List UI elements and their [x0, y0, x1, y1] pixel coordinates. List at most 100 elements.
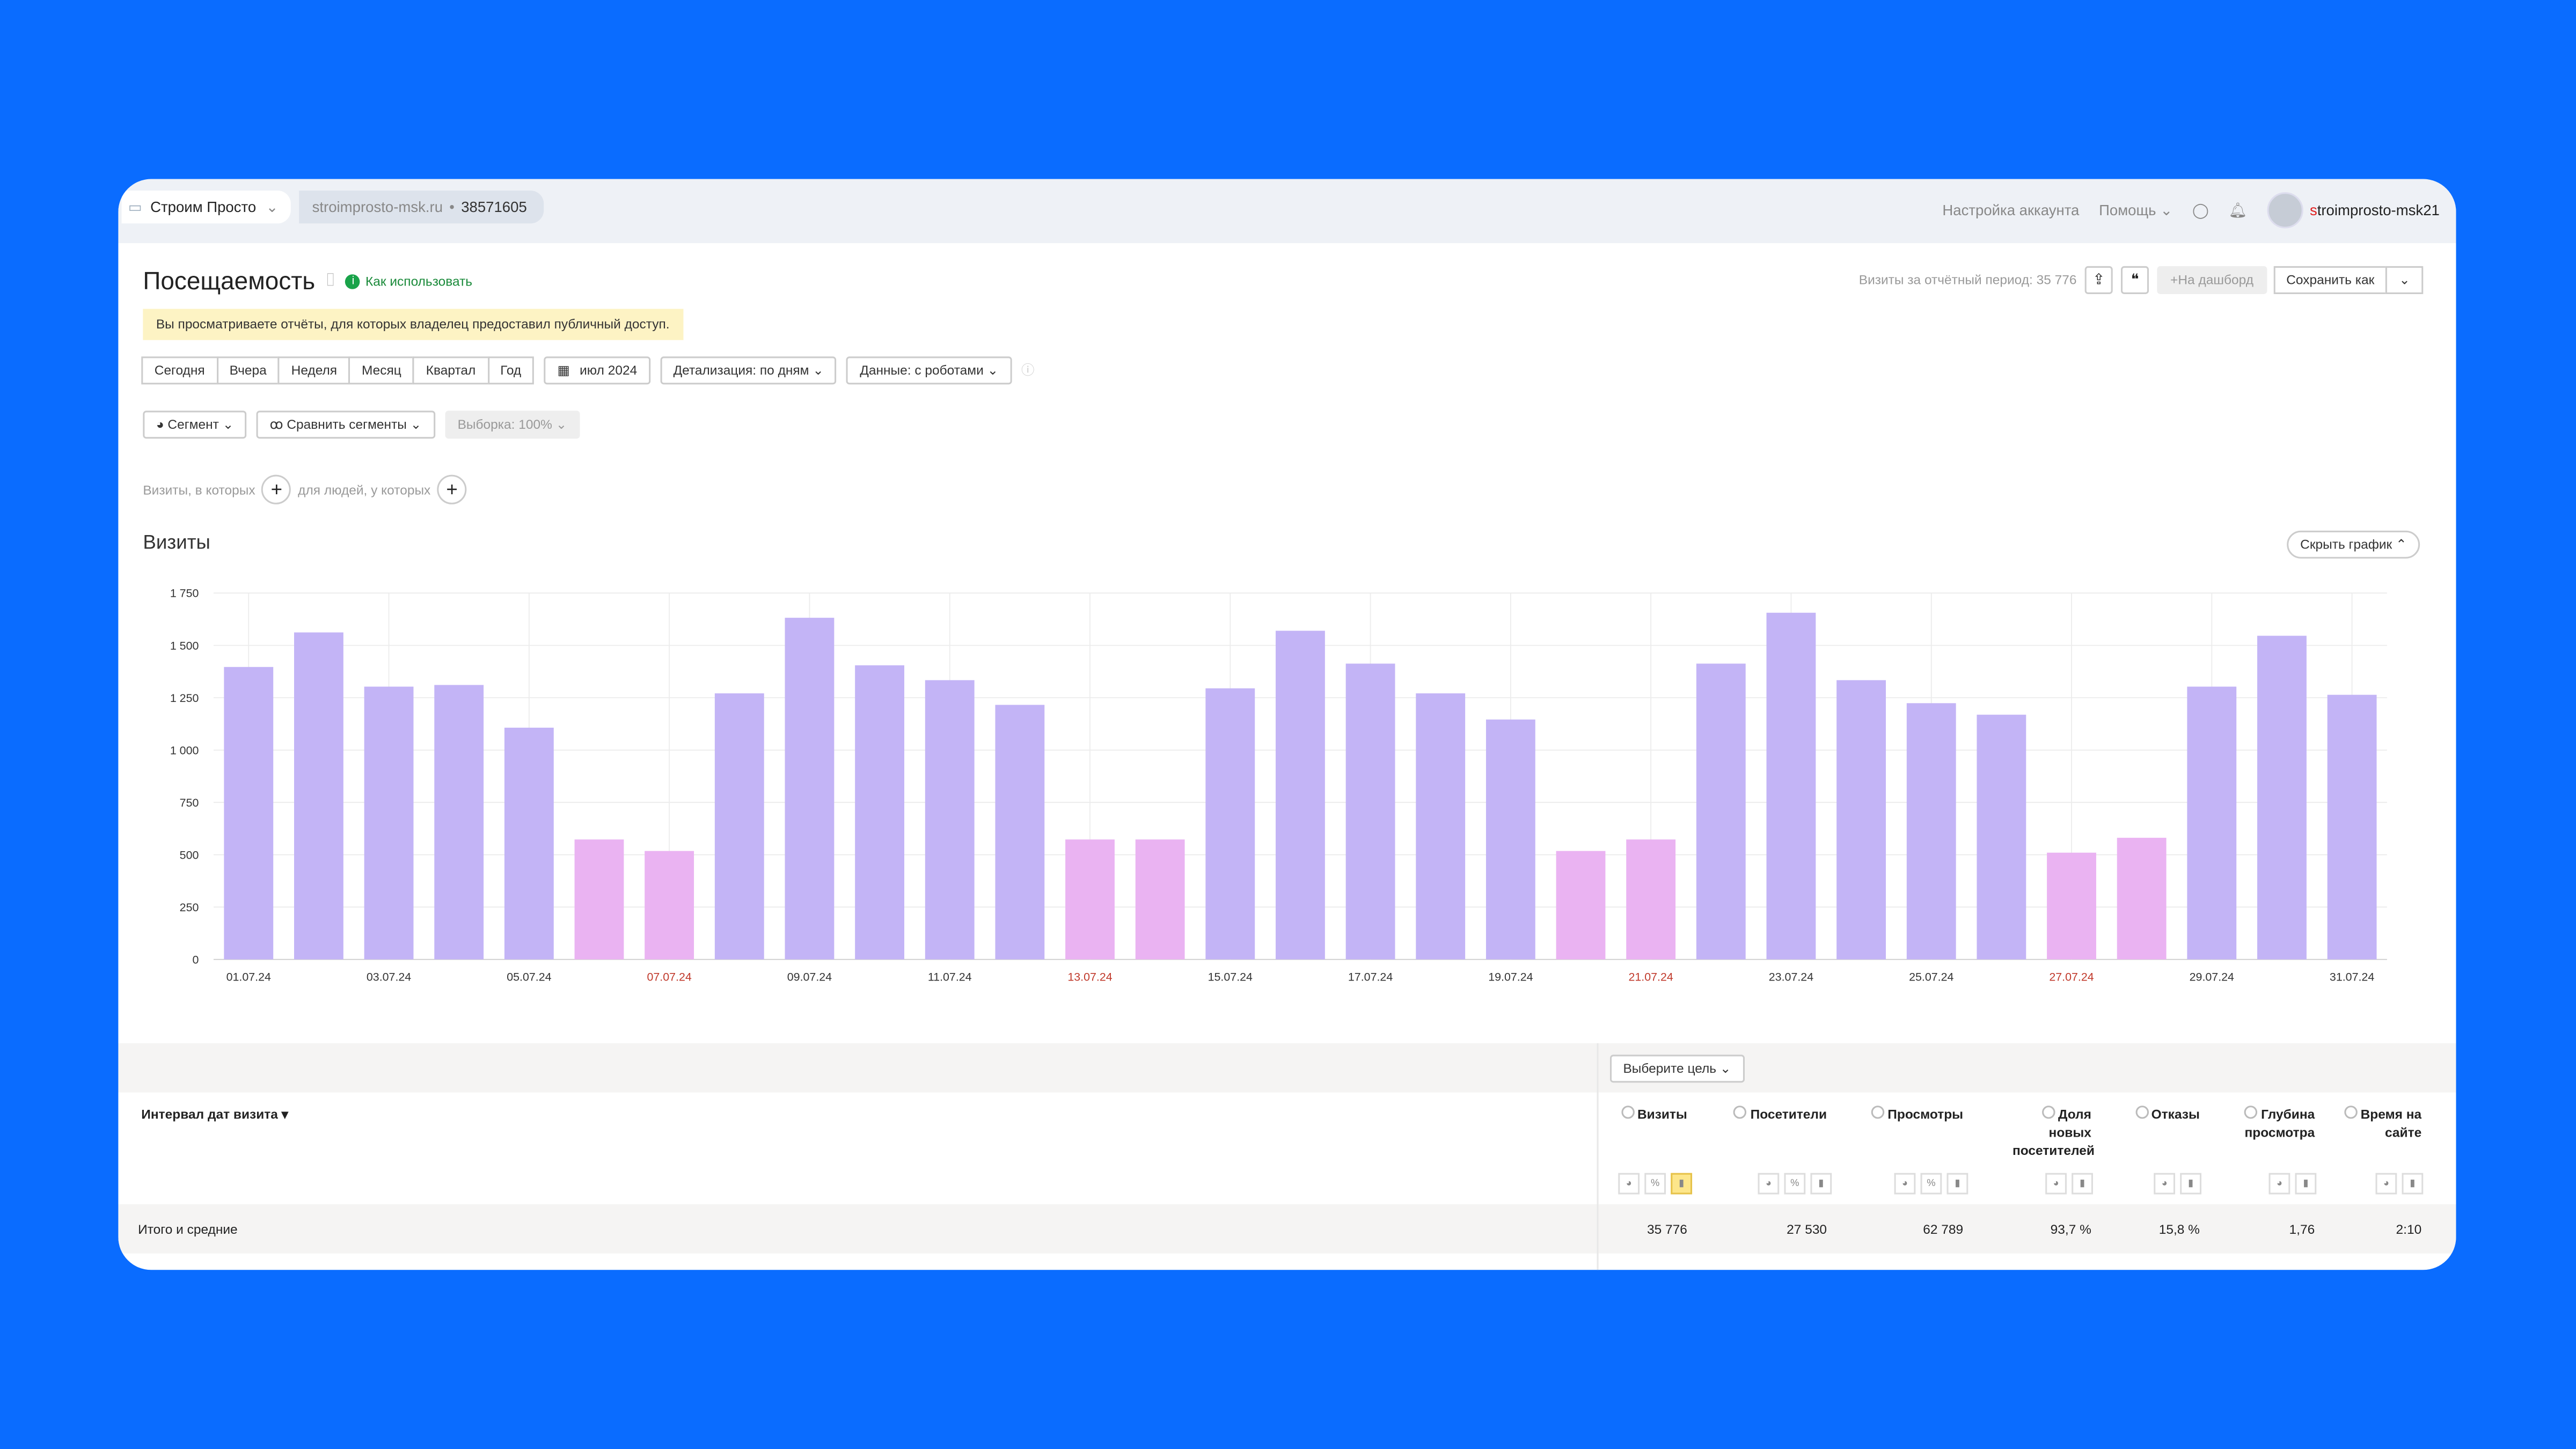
percent-icon[interactable]: %	[1784, 1173, 1806, 1195]
bar-chart-icon[interactable]: ▮	[1946, 1173, 1968, 1195]
segment-button[interactable]: ◕ Сегмент ⌄	[143, 411, 247, 439]
column-header[interactable]: Визиты	[1621, 1106, 1687, 1124]
bar-chart-icon[interactable]: ▮	[2180, 1173, 2202, 1195]
counter-id: 38571605	[461, 199, 527, 216]
x-tick-label: 09.07.24	[787, 971, 832, 984]
help-menu[interactable]: Помощь ⌄	[2099, 201, 2173, 218]
bar-09.07.24	[785, 618, 835, 960]
total-value: 62 789	[1923, 1222, 1964, 1238]
x-tick-label: 11.07.24	[928, 971, 972, 984]
totals-label: Итого и средние	[138, 1222, 238, 1238]
period-year[interactable]: Год	[487, 356, 535, 385]
bar-26.07.24	[1977, 714, 2026, 960]
user-menu[interactable]: stroimprosto-msk21	[2267, 192, 2440, 229]
x-tick-label: 27.07.24	[2049, 971, 2094, 984]
column-header-label: Отказы	[2151, 1107, 2200, 1122]
save-as-button[interactable]: Сохранить как	[2273, 266, 2388, 294]
export-button[interactable]: ⇪	[2084, 266, 2113, 294]
info-icon: i	[346, 274, 361, 289]
pie-chart-icon[interactable]: ◕	[1894, 1173, 1916, 1195]
column-header[interactable]: Просмотры	[1871, 1106, 1963, 1124]
goal-dropdown[interactable]: Выберите цель ⌄	[1609, 1055, 1744, 1083]
counter-selector[interactable]: stroimprosto-msk.ru • 38571605	[299, 191, 544, 224]
bar-chart-icon[interactable]: ▮	[2295, 1173, 2317, 1195]
column-header-label: Визиты	[1637, 1107, 1687, 1122]
bar-28.07.24	[2117, 838, 2167, 960]
chat-icon[interactable]: ◯	[2192, 201, 2209, 218]
top-bar: ▭ Строим Просто ⌄ stroimprosto-msk.ru • 3857…	[118, 179, 2456, 244]
pie-chart-icon[interactable]: ◕	[2045, 1173, 2067, 1195]
period-selector: Сегодня Вчера Неделя Месяц Квартал Год	[141, 356, 535, 385]
bar-05.07.24	[504, 727, 554, 960]
bar-chart-icon[interactable]: ▮	[2402, 1173, 2424, 1195]
period-yesterday[interactable]: Вчера	[216, 356, 280, 385]
compare-segments-button[interactable]: ꝏ Сравнить сегменты ⌄	[257, 411, 435, 439]
x-tick-label: 25.07.24	[1909, 971, 1953, 984]
bar-chart-icon[interactable]: ▮	[1671, 1173, 1693, 1195]
total-value: 27 530	[1787, 1222, 1827, 1238]
to-dashboard-button[interactable]: + На дашборд	[2157, 266, 2267, 294]
total-value: 93,7 %	[2050, 1222, 2091, 1238]
pie-chart-icon[interactable]: ◕	[2375, 1173, 2397, 1195]
info-icon	[1734, 1106, 1747, 1119]
dimension-header[interactable]: Интервал дат визита ▾	[141, 1107, 289, 1122]
column-header[interactable]: Глубина просмотра	[2236, 1106, 2315, 1141]
compare-button[interactable]: ❝	[2121, 266, 2149, 294]
column-view-toggles: ◕ ▮	[2154, 1173, 2202, 1195]
save-as-menu-button[interactable]: ⌄	[2385, 266, 2424, 294]
account-settings-link[interactable]: Настройка аккаунта	[1942, 202, 2080, 219]
hide-chart-button[interactable]: Скрыть график ⌃	[2287, 530, 2420, 559]
bar-chart-icon[interactable]: ▮	[1810, 1173, 1832, 1195]
bar-02.07.24	[294, 632, 343, 960]
bar-10.07.24	[855, 665, 904, 960]
x-tick-label: 13.07.24	[1067, 971, 1112, 984]
percent-icon[interactable]: %	[1644, 1173, 1666, 1195]
help-label: Помощь	[2099, 201, 2156, 218]
bar-13.07.24	[1065, 839, 1115, 960]
chart-title: Визиты	[143, 530, 210, 554]
account-selector[interactable]: ▭ Строим Просто ⌄	[121, 191, 292, 224]
pie-chart-icon[interactable]: ◕	[1758, 1173, 1780, 1195]
column-header[interactable]: Посетители	[1734, 1106, 1827, 1124]
bell-icon[interactable]: 🔔︎	[2228, 201, 2248, 218]
x-tick-label: 07.07.24	[647, 971, 691, 984]
date-picker[interactable]: ▦ июл 2024	[544, 356, 650, 385]
x-tick-label: 19.07.24	[1488, 971, 1533, 984]
column-header[interactable]: Доля новых посетителей	[2012, 1106, 2095, 1160]
x-tick-label: 05.07.24	[507, 971, 551, 984]
bookmark-icon[interactable]: ⌷	[325, 271, 336, 291]
x-tick-label: 17.07.24	[1348, 971, 1393, 984]
column-view-toggles: ◕ ▮	[2045, 1173, 2093, 1195]
bar-11.07.24	[925, 680, 975, 960]
add-people-filter-button[interactable]: +	[437, 474, 467, 504]
pie-chart-icon[interactable]: ◕	[2154, 1173, 2176, 1195]
column-header-label: Глубина просмотра	[2244, 1107, 2315, 1140]
hide-chart-label: Скрыть график	[2300, 537, 2392, 552]
date-label: июл 2024	[580, 363, 638, 378]
period-today[interactable]: Сегодня	[141, 356, 218, 385]
add-visit-filter-button[interactable]: +	[261, 474, 291, 504]
how-to-use-link[interactable]: i Как использовать	[346, 274, 472, 289]
x-tick-label: 31.07.24	[2330, 971, 2374, 984]
data-mode-dropdown[interactable]: Данные: с роботами ⌄	[846, 356, 1012, 385]
chevron-down-icon: ⌄	[266, 197, 279, 215]
info-icon	[1621, 1106, 1634, 1119]
bar-27.07.24	[2047, 852, 2096, 960]
info-icon	[2041, 1106, 2055, 1119]
sample-dropdown[interactable]: Выборка: 100% ⌄	[444, 411, 580, 439]
x-tick-label: 23.07.24	[1769, 971, 1813, 984]
column-header[interactable]: Отказы	[2135, 1106, 2200, 1124]
compare-label: Сравнить сегменты	[287, 417, 407, 433]
bar-chart-icon[interactable]: ▮	[2072, 1173, 2093, 1195]
username-first-letter: s	[2309, 202, 2317, 219]
table-toolbar	[118, 1043, 2456, 1093]
detail-dropdown[interactable]: Детализация: по дням ⌄	[660, 356, 837, 385]
pie-chart-icon[interactable]: ◕	[1618, 1173, 1640, 1195]
percent-icon[interactable]: %	[1920, 1173, 1942, 1195]
bar-18.07.24	[1416, 693, 1466, 960]
help-icon[interactable]: ⓘ	[1021, 363, 1035, 378]
bar-01.07.24	[224, 667, 274, 960]
column-header[interactable]: Время на сайте	[2343, 1106, 2421, 1141]
pie-chart-icon[interactable]: ◕	[2268, 1173, 2290, 1195]
bar-30.07.24	[2257, 635, 2307, 960]
